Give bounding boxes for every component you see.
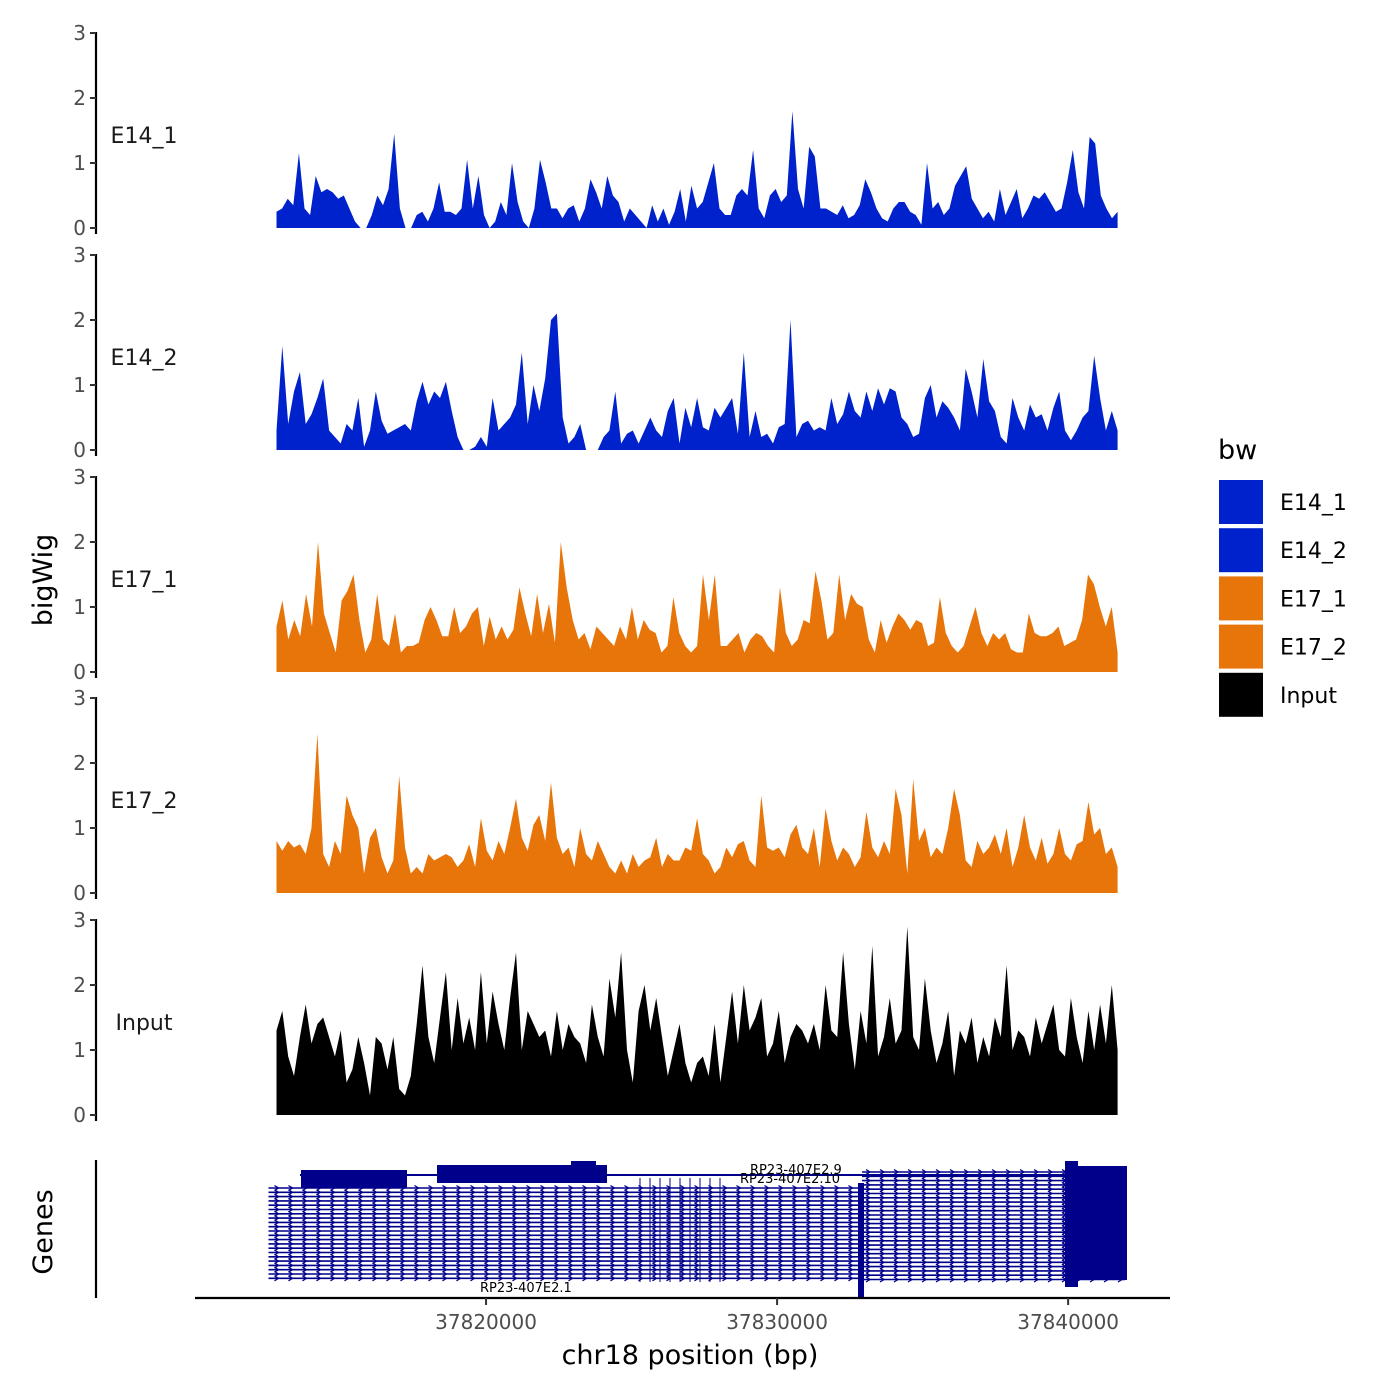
exon-block — [571, 1161, 596, 1183]
y-tick-label: 2 — [73, 86, 86, 110]
gene-label: RP23-407E2.9 — [750, 1163, 842, 1178]
coverage-area-E17_2 — [276, 733, 1118, 893]
y-tick-label: 0 — [73, 1103, 86, 1127]
legend: bw E14_1 E14_2 E17_1 E17_2 Input — [1218, 435, 1347, 717]
track-E17_1: 0 1 2 3 E17_1 — [73, 465, 1118, 684]
legend-key-E17_1 — [1219, 576, 1263, 621]
legend-label: E17_2 — [1280, 636, 1347, 661]
coverage-area-E17_1 — [276, 542, 1118, 672]
y-tick-label: 1 — [73, 1038, 86, 1062]
x-tick-label: 37840000 — [1017, 1310, 1119, 1334]
y-tick-label: 1 — [73, 595, 86, 619]
legend-key-Input — [1219, 672, 1263, 717]
exon-block — [858, 1183, 864, 1297]
gene-label: RP23-407E2.1 — [480, 1281, 572, 1296]
legend-label: E14_1 — [1280, 491, 1347, 516]
legend-title: bw — [1218, 435, 1257, 466]
y-tick-label: 1 — [73, 151, 86, 175]
legend-label: E17_1 — [1280, 587, 1347, 612]
track-label: E14_1 — [111, 124, 178, 149]
y-tick-label: 3 — [73, 243, 86, 267]
x-axis: 37820000 37830000 37840000 — [195, 1296, 1170, 1334]
track-E17_2: 0 1 2 3 E17_2 — [73, 686, 1118, 905]
track-label: E17_1 — [111, 568, 178, 593]
y-tick-label: 0 — [73, 438, 86, 462]
legend-label: Input — [1280, 684, 1337, 709]
genes-axis-title: Genes — [28, 1189, 59, 1274]
y-axis-title: bigWig — [28, 534, 59, 627]
y-tick-label: 1 — [73, 816, 86, 840]
legend-key-E17_2 — [1219, 624, 1263, 669]
track-label: E17_2 — [111, 789, 178, 814]
track-label: Input — [116, 1011, 173, 1036]
y-tick-label: 0 — [73, 881, 86, 905]
legend-label: E14_2 — [1280, 539, 1347, 564]
x-tick-label: 37830000 — [726, 1310, 828, 1334]
y-tick-label: 2 — [73, 973, 86, 997]
y-tick-label: 2 — [73, 530, 86, 554]
legend-key-E14_2 — [1219, 528, 1263, 573]
y-tick-label: 3 — [73, 686, 86, 710]
track-E14_1: 0 1 2 3 E14_1 — [73, 21, 1118, 240]
legend-key-E14_1 — [1219, 480, 1263, 524]
y-tick-label: 0 — [73, 216, 86, 240]
gene-label: RP23-407E2.10 — [740, 1172, 840, 1187]
exon-block — [1072, 1166, 1127, 1280]
y-tick-label: 3 — [73, 908, 86, 932]
coverage-area-E14_1 — [276, 111, 1118, 228]
track-E14_2: 0 1 2 3 E14_2 — [73, 243, 1118, 462]
x-tick-label: 37820000 — [435, 1310, 537, 1334]
y-tick-label: 0 — [73, 660, 86, 684]
track-label: E14_2 — [111, 346, 178, 371]
y-tick-label: 3 — [73, 21, 86, 45]
exon-block — [301, 1170, 407, 1188]
coverage-tracks: 0 1 2 3 E14_1 0 1 2 3 E14_2 0 1 2 3 E17_1 0 1 2 3 E17_2 0 1 2 3… — [73, 21, 1118, 1127]
y-tick-label: 1 — [73, 373, 86, 397]
y-tick-label: 3 — [73, 465, 86, 489]
track-Input: 0 1 2 3 Input — [73, 908, 1118, 1127]
coverage-area-Input — [276, 926, 1118, 1115]
coverage-area-E14_2 — [276, 313, 1118, 450]
y-tick-label: 2 — [73, 308, 86, 332]
x-axis-title: chr18 position (bp) — [562, 1340, 819, 1371]
y-tick-label: 2 — [73, 751, 86, 775]
exon-block — [437, 1165, 607, 1183]
